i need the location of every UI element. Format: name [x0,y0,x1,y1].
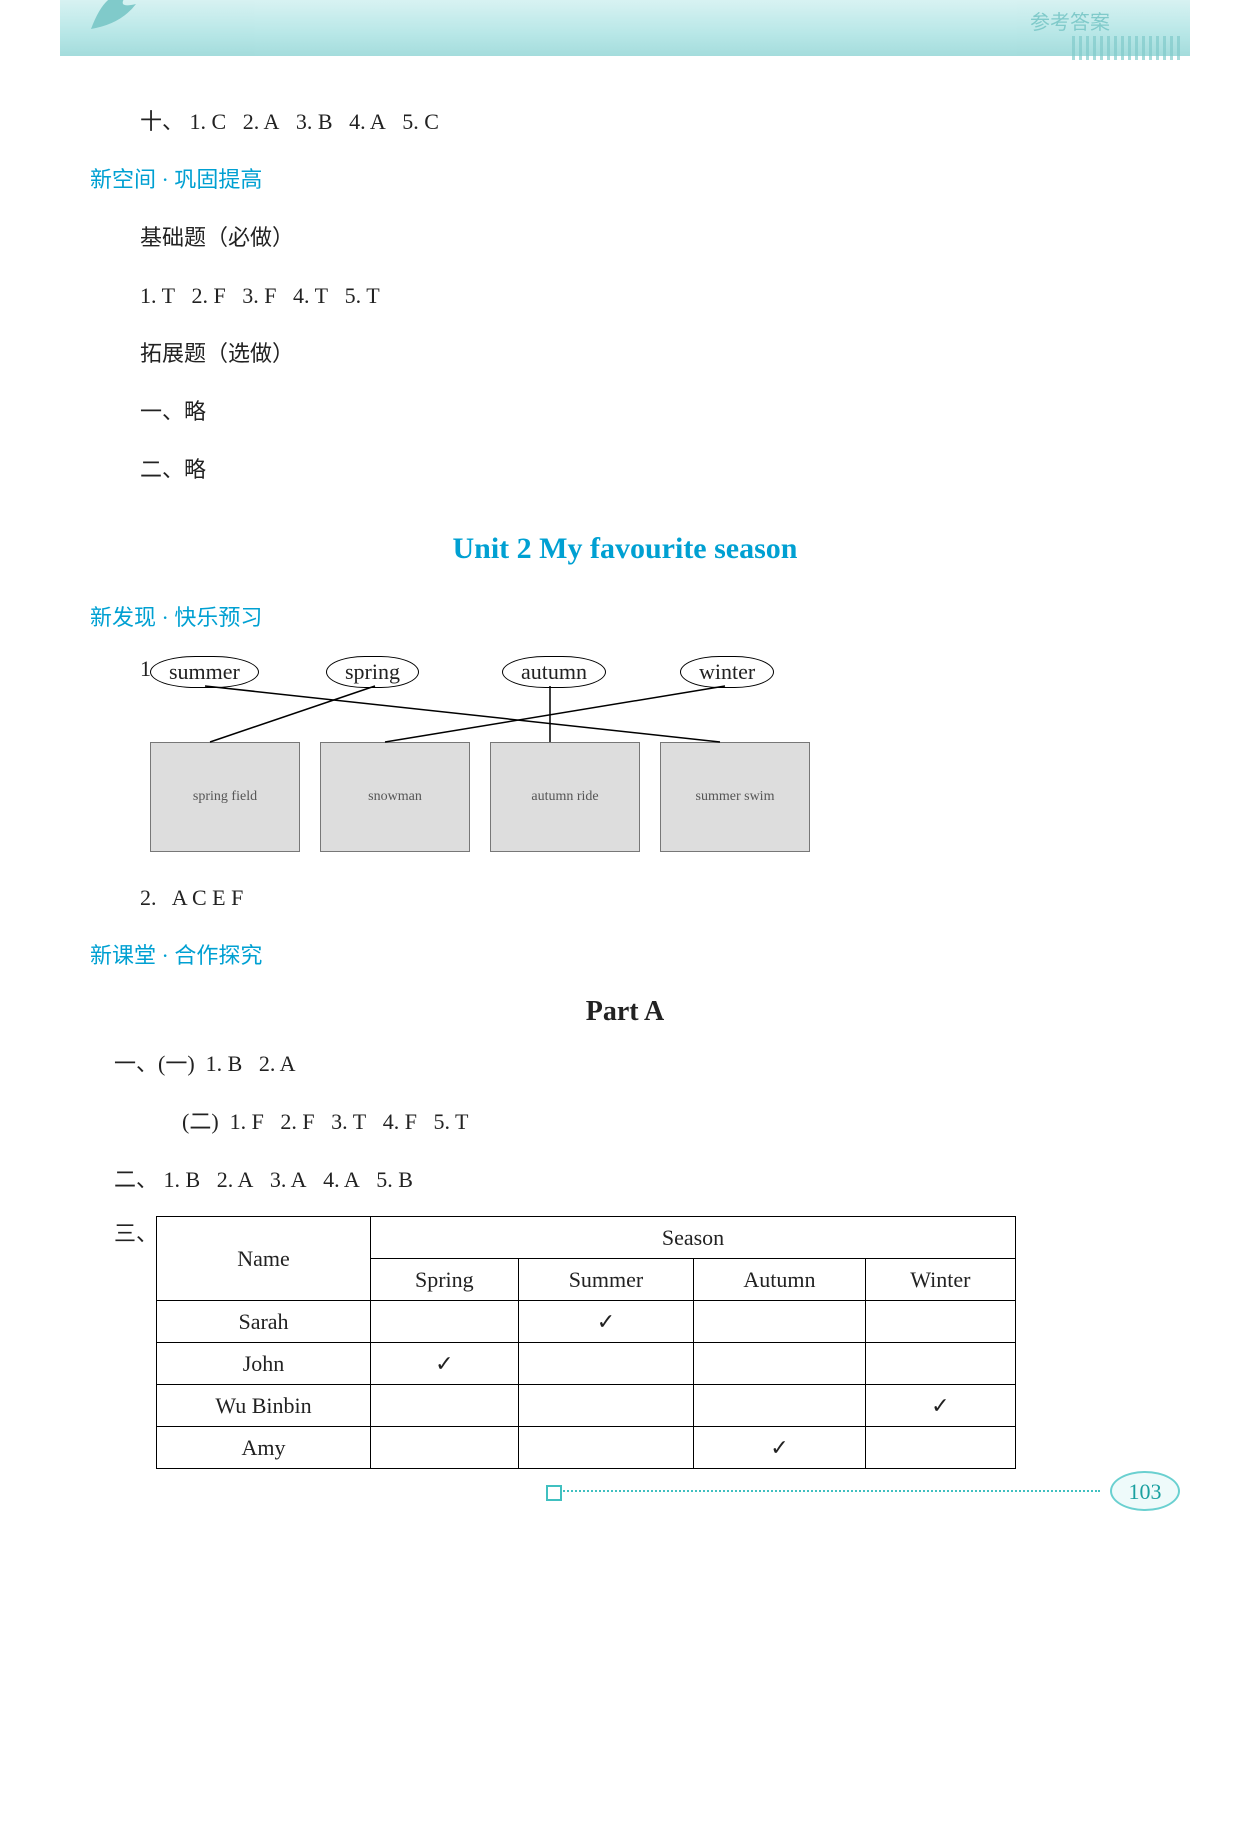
header-gradient-bar: 参考答案 [60,0,1190,56]
cell-name: Amy [157,1427,371,1469]
word-spring: spring [326,656,419,688]
basic-label: 基础题（必做） [90,216,1160,260]
parta-line1: 一、(一) 1. B 2. A [90,1042,1160,1086]
ext-label: 拓展题（选做） [90,332,1160,376]
answer-item: 3. B [296,109,333,134]
q1-number: 1. [90,656,140,682]
line-prefix: 十、 [140,109,184,134]
cell-mark [865,1301,1015,1343]
answer-item: 5. B [376,1167,413,1192]
th-col: Spring [371,1259,519,1301]
answer-item: 5. C [402,109,439,134]
th-season: Season [371,1217,1016,1259]
th-name: Name [157,1217,371,1301]
answer-item: 1. C [190,109,227,134]
answer-item: 1. B [206,1051,243,1076]
ext-2: 二、略 [90,448,1160,492]
section-ketang-title: 新课堂 · 合作探究 [90,934,1160,978]
th-col: Autumn [694,1259,865,1301]
page-number: 103 [1110,1471,1180,1511]
basic-answers: 1. T 2. F 3. F 4. T 5. T [90,274,1160,318]
th-col: Winter [865,1259,1015,1301]
answer-item: 1. F [230,1109,264,1134]
footer-dotline [560,1490,1100,1492]
cell-mark [518,1385,694,1427]
answer-item: 4. F [383,1109,417,1134]
answer-item: 1. T [140,283,175,308]
season-image: summer swim [660,742,810,852]
table-row: John✓ [157,1343,1016,1385]
answer-item: 2. F [192,283,226,308]
cell-name: Wu Binbin [157,1385,371,1427]
answer-item: 2. A [259,1051,296,1076]
cell-name: John [157,1343,371,1385]
cell-mark: ✓ [518,1301,694,1343]
cell-mark [865,1427,1015,1469]
section-faxian-title: 新发现 · 快乐预习 [90,596,1160,640]
season-table: Name Season Spring Summer Autumn Winter … [156,1216,1016,1469]
cell-mark [694,1343,865,1385]
barcode-decor [1072,36,1182,60]
part-a-title: Part A [90,996,1160,1028]
answer-item: 2. F [280,1109,314,1134]
parta-line3: 二、 1. B 2. A 3. A 4. A 5. B [90,1158,1160,1202]
season-image: autumn ride [490,742,640,852]
season-image: spring field [150,742,300,852]
word-autumn: autumn [502,656,606,688]
word-winter: winter [680,656,774,688]
leaf-icon [86,0,156,34]
q2-answer: A C E F [172,885,244,910]
section-gonggu-title: 新空间 · 巩固提高 [90,158,1160,202]
cell-mark [518,1427,694,1469]
cell-name: Sarah [157,1301,371,1343]
line-prefix: 二、 [114,1167,158,1192]
answer-item: 5. T [345,283,380,308]
unit2-title: Unit 2 My favourite season [90,532,1160,566]
answers-line-ten: 十、 1. C 2. A 3. B 4. A 5. C [90,100,1160,144]
table-row: Wu Binbin ✓ [157,1385,1016,1427]
answer-item: 2. A [217,1167,254,1192]
answer-item: 4. A [323,1167,360,1192]
table-row: Sarah ✓ [157,1301,1016,1343]
ext-1: 一、略 [90,390,1160,434]
cell-mark: ✓ [865,1385,1015,1427]
q2-number: 2. [140,885,157,910]
cell-mark [371,1427,519,1469]
answer-item: 3. T [331,1109,366,1134]
line-prefix: 一、(一) [114,1051,195,1076]
season-image: snowman [320,742,470,852]
matching-diagram: summer spring autumn winter spring field… [150,656,850,856]
th-col: Summer [518,1259,694,1301]
table-row: Amy ✓ [157,1427,1016,1469]
cell-mark [518,1343,694,1385]
cell-mark: ✓ [694,1427,865,1469]
parta-line4-row: 三、 Name Season Spring Summer Autumn Wint… [90,1216,1160,1469]
answer-item: 3. A [270,1167,307,1192]
cell-mark [371,1301,519,1343]
parta-line2: (二) 1. F 2. F 3. T 4. F 5. T [90,1100,1160,1144]
cell-mark [865,1343,1015,1385]
line-prefix: 三、 [90,1216,148,1248]
q2-line: 2. A C E F [90,876,1160,920]
answer-item: 2. A [243,109,280,134]
answer-item: 1. B [164,1167,201,1192]
cell-mark [694,1301,865,1343]
cell-mark [694,1385,865,1427]
answer-item: 5. T [433,1109,468,1134]
answer-item: 4. A [349,109,386,134]
line-prefix: (二) [182,1109,219,1134]
cell-mark [371,1385,519,1427]
header-ref-label: 参考答案 [1030,6,1110,35]
cell-mark: ✓ [371,1343,519,1385]
word-summer: summer [150,656,259,688]
answer-item: 4. T [293,283,328,308]
answer-item: 3. F [242,283,276,308]
